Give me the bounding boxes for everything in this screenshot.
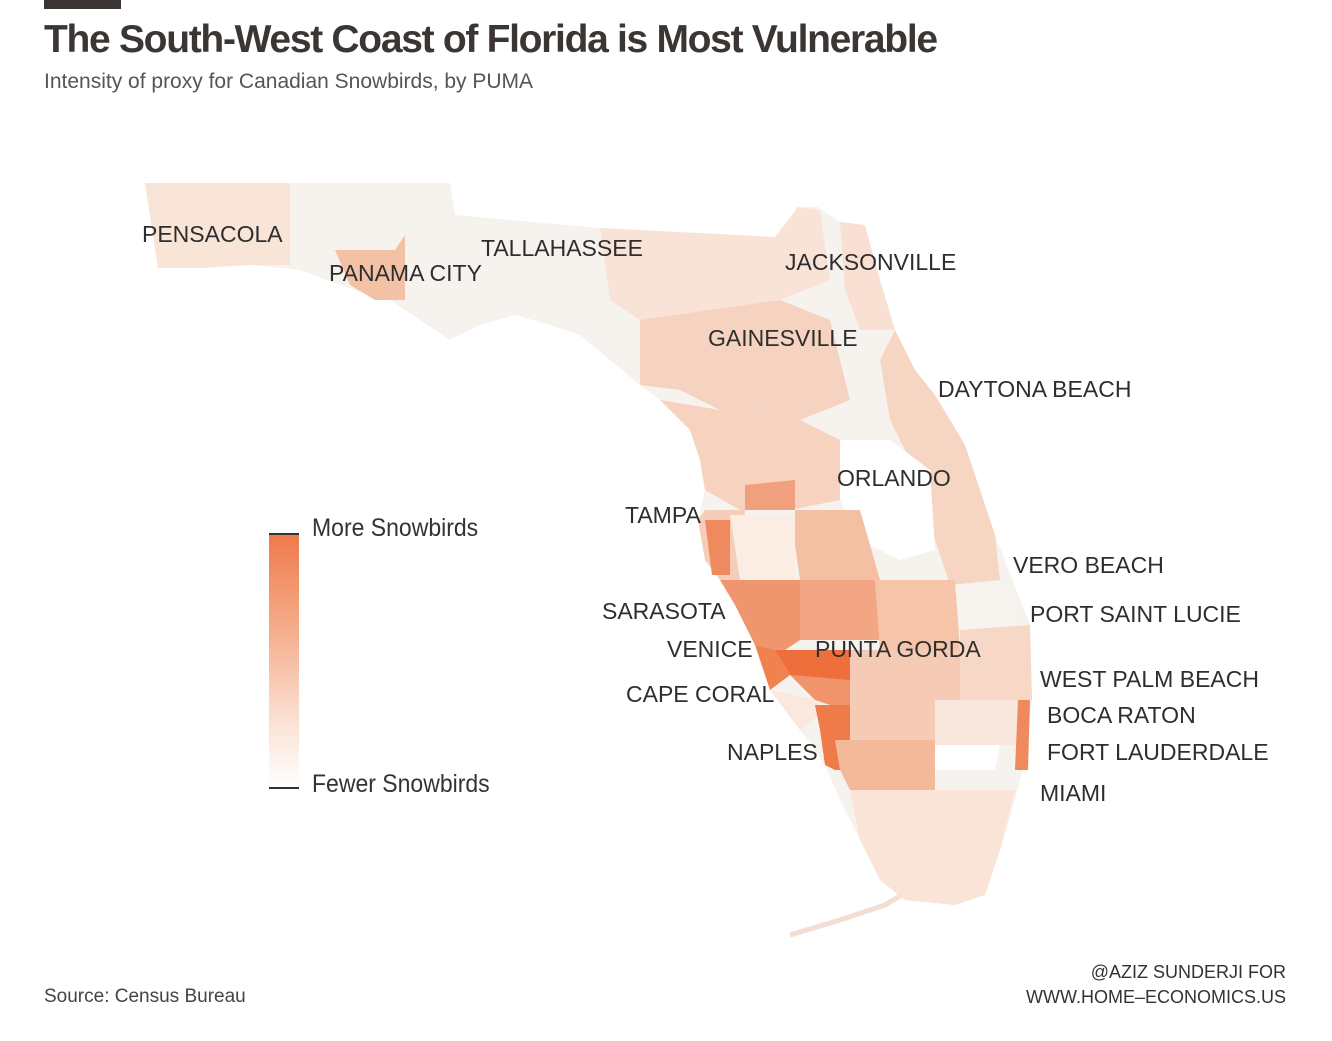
region-polk	[795, 510, 880, 580]
legend-tick-high	[269, 533, 299, 535]
top-accent-bar	[44, 0, 121, 9]
region-pinellas	[705, 520, 730, 575]
region-panhandle-west	[145, 183, 290, 268]
region-venice	[755, 645, 790, 690]
chart-title: The South-West Coast of Florida is Most …	[44, 18, 938, 61]
region-palm-beach-west	[935, 700, 1025, 745]
region-cape-coral	[770, 690, 825, 730]
legend-label-high: More Snowbirds	[312, 514, 479, 542]
region-gainesville	[640, 300, 850, 420]
region-everglades	[935, 745, 1000, 770]
region-martin-palm	[960, 625, 1032, 700]
region-broward-coast	[1015, 700, 1030, 770]
credit-line-1: @AZIZ SUNDERJI FOR	[1090, 962, 1286, 982]
region-jacksonville-coast	[840, 222, 895, 330]
region-punta-gorda	[775, 650, 850, 680]
region-tampa-bay	[730, 515, 795, 580]
legend-gradient-bar	[269, 535, 299, 787]
region-sarasota-manatee	[720, 580, 800, 660]
region-miami-dade	[850, 790, 1015, 905]
region-panama-city	[335, 235, 405, 300]
region-desoto-hardee	[800, 580, 880, 640]
florida-keys	[789, 887, 912, 938]
region-st-lucie	[955, 585, 1020, 630]
chart-subtitle: Intensity of proxy for Canadian Snowbird…	[44, 70, 534, 93]
legend-label-low: Fewer Snowbirds	[312, 770, 490, 798]
source-note: Source: Census Bureau	[44, 986, 246, 1007]
legend-tick-low	[269, 787, 299, 789]
credit-line-2: WWW.HOME–ECONOMICS.US	[1026, 987, 1286, 1007]
region-charlotte-lee	[790, 675, 850, 705]
region-highlands	[875, 580, 960, 650]
region-east-coast	[880, 330, 1000, 585]
region-hendry-glades	[850, 650, 960, 740]
region-north-tampa	[745, 480, 795, 510]
region-north-central	[600, 207, 830, 320]
region-collier-inland	[835, 740, 935, 790]
